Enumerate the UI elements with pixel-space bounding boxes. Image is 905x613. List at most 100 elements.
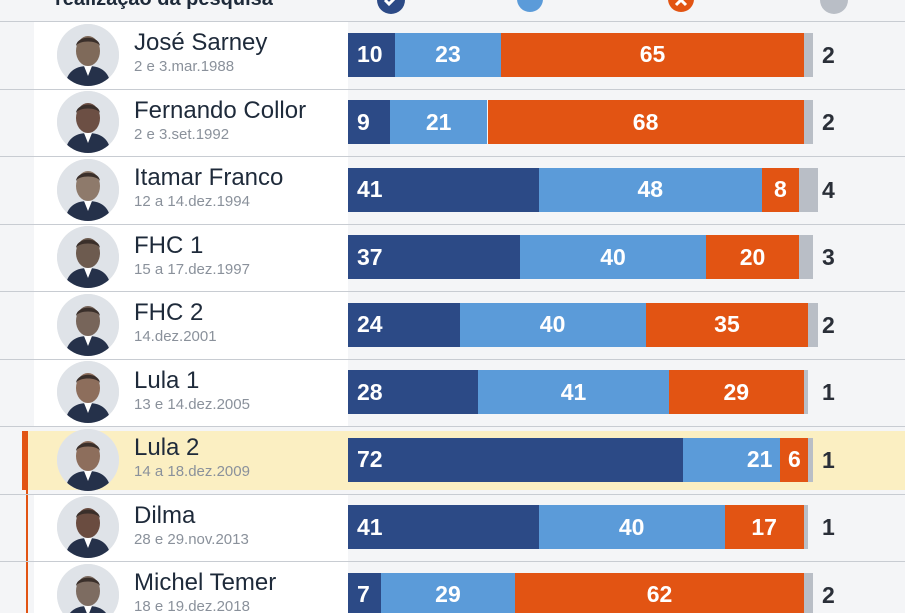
bar-segment: 6 [780, 437, 809, 482]
bar-segment: 41 [348, 167, 539, 212]
value-label: 29 [435, 581, 461, 608]
survey-date: 28 e 29.nov.2013 [134, 530, 249, 548]
value-label-unknown: 2 [822, 109, 835, 136]
value-label: 10 [357, 41, 383, 68]
value-label: 37 [357, 243, 383, 270]
row-divider [0, 561, 905, 562]
value-label: 6 [787, 446, 801, 473]
row-divider [0, 291, 905, 292]
header-label: realização da pesquisa [55, 0, 273, 11]
bar-segment: 20 [706, 235, 800, 280]
bar-segment: 9 [348, 100, 390, 145]
bar-segment: 21 [389, 100, 488, 145]
row-divider [0, 223, 905, 225]
value-label: 17 [751, 513, 777, 540]
bar-segment-unknown [799, 167, 818, 212]
president-name: Dilma [134, 501, 196, 529]
bar-segment-unknown [803, 100, 813, 145]
row-divider [0, 493, 905, 495]
avatar [57, 226, 119, 289]
x-icon [668, 0, 694, 12]
bar-segment: 21 [682, 437, 781, 482]
value-label: 23 [435, 41, 461, 68]
value-label: 8 [774, 176, 787, 203]
value-label: 62 [646, 581, 673, 608]
avatar [57, 91, 119, 154]
value-label: 9 [357, 108, 370, 135]
value-label: 65 [639, 41, 666, 68]
bar-segment: 65 [501, 32, 804, 77]
value-label-unknown: 1 [822, 379, 835, 406]
bar-segment-unknown [803, 572, 813, 613]
value-label: 28 [357, 378, 383, 405]
avatar [57, 361, 119, 424]
president-name: FHC 2 [134, 299, 204, 326]
value-label: 72 [357, 446, 383, 473]
value-label-unknown: 2 [822, 311, 835, 338]
survey-date: 2 e 3.set.1992 [134, 125, 230, 143]
avatar [57, 563, 119, 613]
value-label-unknown: 3 [822, 244, 835, 271]
value-label: 24 [357, 311, 383, 338]
bar-segment: 23 [394, 32, 502, 77]
president-name: José Sarney [134, 29, 268, 56]
survey-date: 2 e 3.mar.1988 [134, 58, 235, 75]
bar-segment: 29 [380, 572, 516, 613]
dot-icon [517, 0, 543, 12]
value-label: 41 [357, 176, 383, 203]
bar-segment-unknown [799, 235, 813, 280]
value-label: 29 [723, 378, 750, 405]
avatar [57, 428, 119, 491]
row-divider [0, 21, 905, 22]
avatar [57, 496, 119, 559]
value-label-unknown: 2 [822, 41, 835, 68]
bar-segment: 40 [520, 235, 707, 280]
president-name: Fernando Collor [134, 96, 307, 124]
bar-segment: 68 [487, 100, 804, 145]
survey-date: 14 a 18.dez.2009 [134, 463, 250, 480]
row-divider [0, 156, 905, 157]
bar-segment: 28 [348, 370, 479, 415]
value-label: 41 [357, 513, 383, 540]
value-label: 7 [357, 581, 370, 608]
survey-date: 15 a 17.dez.1997 [134, 260, 250, 278]
bar-segment: 8 [761, 167, 800, 212]
bar-segment: 40 [459, 302, 646, 347]
value-label-unknown: 1 [822, 514, 835, 541]
survey-date: 13 e 14.dez.2005 [134, 395, 250, 413]
bar-segment: 40 [538, 505, 725, 550]
bar-segment-unknown [803, 505, 809, 550]
check-icon [377, 0, 405, 14]
value-label: 21 [425, 108, 452, 135]
bar-segment: 37 [348, 235, 521, 280]
survey-date: 18 e 19.dez.2018 [134, 598, 250, 613]
survey-date: 12 a 14.dez.1994 [134, 193, 250, 210]
value-label-unknown: 1 [822, 446, 835, 473]
highlight-connector [26, 489, 28, 613]
president-name: Michel Temer [134, 569, 277, 596]
bar-segment-unknown [803, 32, 813, 77]
value-label: 48 [637, 176, 664, 203]
bar-segment: 72 [348, 437, 683, 482]
avatar [57, 293, 119, 356]
value-label: 68 [632, 108, 659, 135]
row-divider [0, 426, 905, 427]
row-divider [0, 358, 905, 360]
bar-segment: 17 [724, 505, 804, 550]
value-label: 35 [714, 311, 740, 338]
avatar [57, 158, 119, 221]
president-name: Lula 1 [134, 366, 200, 394]
president-name: FHC 1 [134, 231, 204, 259]
bar-segment: 41 [478, 370, 669, 415]
bar-segment: 10 [348, 32, 395, 77]
bar-segment: 24 [348, 302, 460, 347]
dot-icon [820, 0, 848, 14]
value-label-unknown: 4 [822, 176, 835, 203]
bar-segment-unknown [803, 370, 809, 415]
row-divider [0, 88, 905, 90]
president-name: Itamar Franco [134, 164, 284, 191]
value-label: 41 [560, 378, 587, 405]
value-label: 21 [746, 446, 773, 473]
president-name: Lula 2 [134, 434, 200, 461]
